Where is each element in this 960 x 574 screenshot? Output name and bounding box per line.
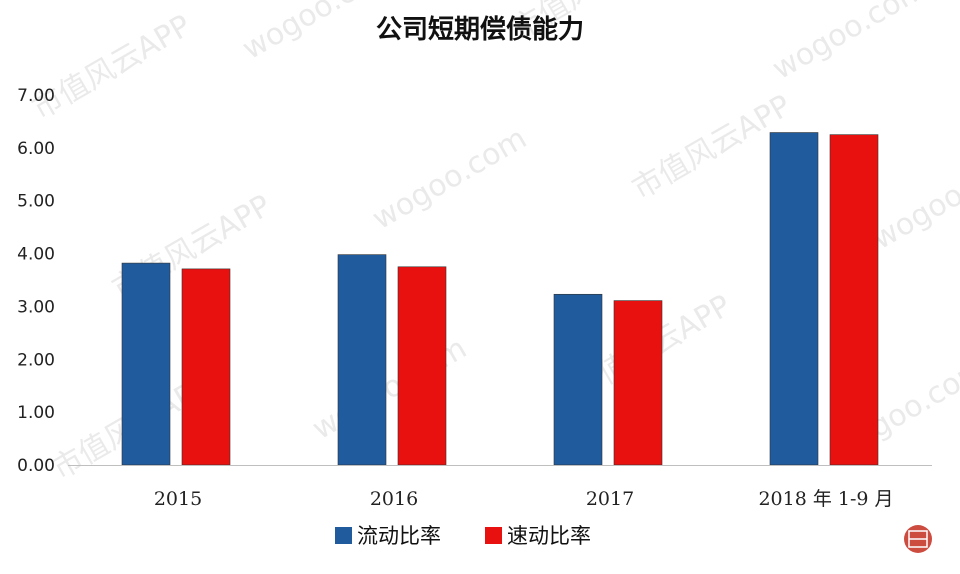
bars bbox=[121, 132, 879, 466]
y-tick-label: 1.00 bbox=[17, 403, 55, 423]
x-tick-label: 2018 年 1-9 月 bbox=[758, 488, 893, 510]
legend-swatch bbox=[485, 527, 502, 544]
watermark-text: wogoo.com bbox=[767, 0, 933, 87]
y-tick-label: 4.00 bbox=[17, 245, 55, 265]
legend: 流动比率 速动比率 bbox=[335, 524, 932, 553]
bar-series-1 bbox=[553, 293, 603, 466]
y-tick-label: 3.00 bbox=[17, 297, 55, 317]
bar-series-2 bbox=[829, 134, 879, 466]
brand-seal-icon bbox=[904, 525, 932, 553]
legend-label: 速动比率 bbox=[507, 524, 591, 548]
bar-series-2 bbox=[397, 266, 447, 466]
x-axis-labels: 2015 2016 2017 2018 年 1-9 月 bbox=[154, 488, 894, 510]
chart-title: 公司短期偿债能力 bbox=[376, 14, 584, 45]
y-tick-label: 6.00 bbox=[17, 139, 55, 159]
bar-series-1 bbox=[337, 254, 387, 466]
bar-series-2 bbox=[613, 300, 663, 466]
watermark-text: wogoo.com bbox=[367, 121, 533, 237]
watermark-text: 市值风云APP bbox=[27, 8, 198, 127]
y-tick-label: 7.00 bbox=[17, 86, 55, 106]
x-tick-label: 2015 bbox=[154, 488, 202, 510]
legend-swatch bbox=[335, 527, 352, 544]
watermark-text: wogoo.com bbox=[867, 141, 960, 257]
watermark-text: wogoo.com bbox=[307, 331, 473, 447]
bar-series-1 bbox=[769, 132, 819, 466]
x-tick-label: 2017 bbox=[586, 488, 634, 510]
bar-series-1 bbox=[121, 262, 171, 466]
y-axis-ticks: 0.00 1.00 2.00 3.00 4.00 5.00 6.00 7.00 bbox=[17, 86, 55, 476]
legend-label: 流动比率 bbox=[357, 524, 441, 548]
y-tick-label: 0.00 bbox=[17, 456, 55, 476]
x-tick-label: 2016 bbox=[370, 488, 418, 510]
bar-series-2 bbox=[181, 268, 231, 466]
y-tick-label: 2.00 bbox=[17, 350, 55, 370]
y-tick-label: 5.00 bbox=[17, 192, 55, 212]
